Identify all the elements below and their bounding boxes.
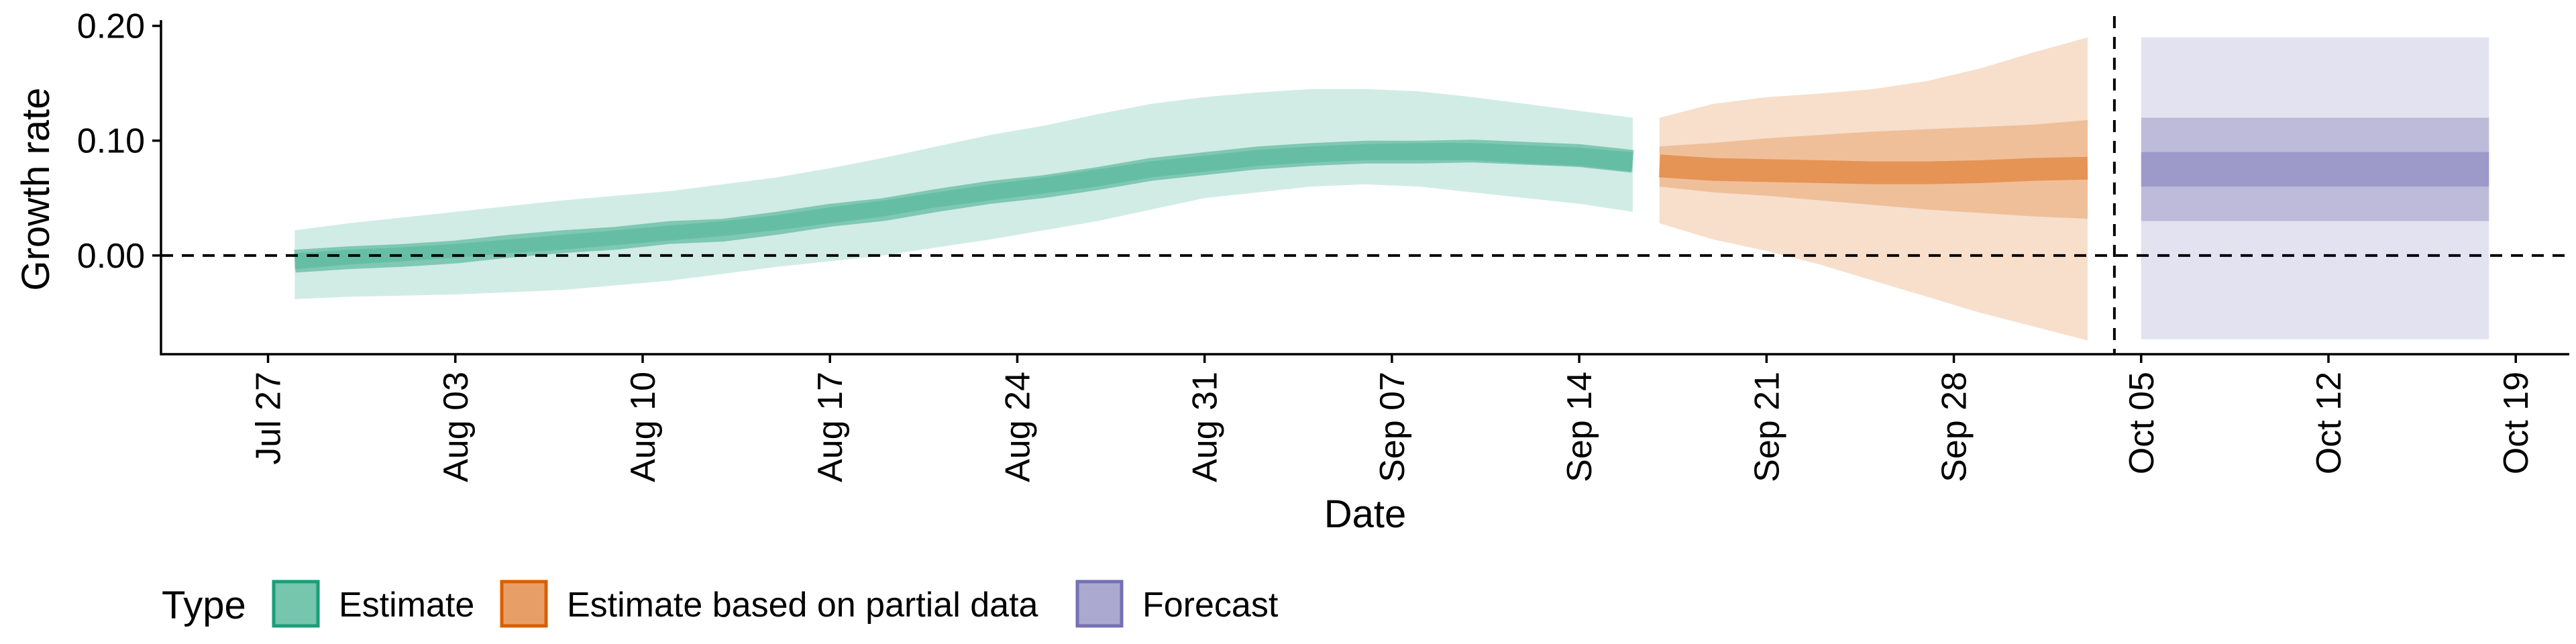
y-tick-label: 0.20: [77, 7, 145, 46]
x-tick-label: Sep 21: [1748, 372, 1786, 482]
reference-lines: [161, 16, 2569, 354]
legend: Type Estimate Estimate based on partial d…: [162, 580, 1279, 628]
x-tick-label: Sep 07: [1373, 372, 1412, 482]
band-90-series-1: [1659, 37, 2088, 341]
band-90-series-2: [2141, 37, 2489, 339]
x-tick-label: Aug 17: [811, 372, 850, 482]
legend-label-2: Forecast: [1142, 586, 1279, 625]
x-tick-label: Aug 10: [624, 372, 663, 482]
axes: 0.00 0.10 0.20 Jul 27 Aug 03 Aug 10 Aug 17 Aug …: [77, 7, 2569, 482]
band-30-series-2: [2141, 152, 2489, 187]
legend-title: Type: [162, 584, 246, 627]
median-line-series-0: [294, 140, 1634, 273]
legend-key-2: [1075, 580, 1124, 628]
x-tick-label: Oct 19: [2497, 372, 2536, 474]
legend-key-1: [500, 580, 548, 628]
x-tick-label: Sep 14: [1560, 372, 1599, 482]
x-tick-label: Aug 31: [1186, 372, 1225, 482]
x-axis-title: Date: [1324, 492, 1407, 536]
y-tick-label: 0.00: [77, 237, 145, 276]
median-layer: [294, 140, 2088, 273]
x-tick-label: Aug 24: [998, 372, 1037, 482]
legend-key-0: [272, 580, 320, 628]
legend-label-0: Estimate: [339, 586, 474, 625]
x-tick-label: Jul 27: [250, 372, 288, 465]
band-90-series-0: [294, 89, 1633, 299]
band-50-series-0: [294, 143, 1633, 270]
ribbon-layer: [294, 37, 2489, 341]
x-tick-label: Sep 28: [1935, 372, 1974, 482]
x-tick-label: Aug 03: [437, 372, 476, 482]
legend-label-1: Estimate based on partial data: [567, 586, 1038, 625]
band-60-series-2: [2141, 117, 2489, 221]
y-axis-title: Growth rate: [14, 88, 58, 291]
y-tick-label: 0.10: [77, 122, 145, 161]
median-line-series-1: [1658, 154, 2088, 184]
x-tick-label: Oct 05: [2123, 372, 2161, 474]
x-tick-label: Oct 12: [2310, 372, 2349, 474]
band-50-series-1: [1659, 119, 2088, 219]
